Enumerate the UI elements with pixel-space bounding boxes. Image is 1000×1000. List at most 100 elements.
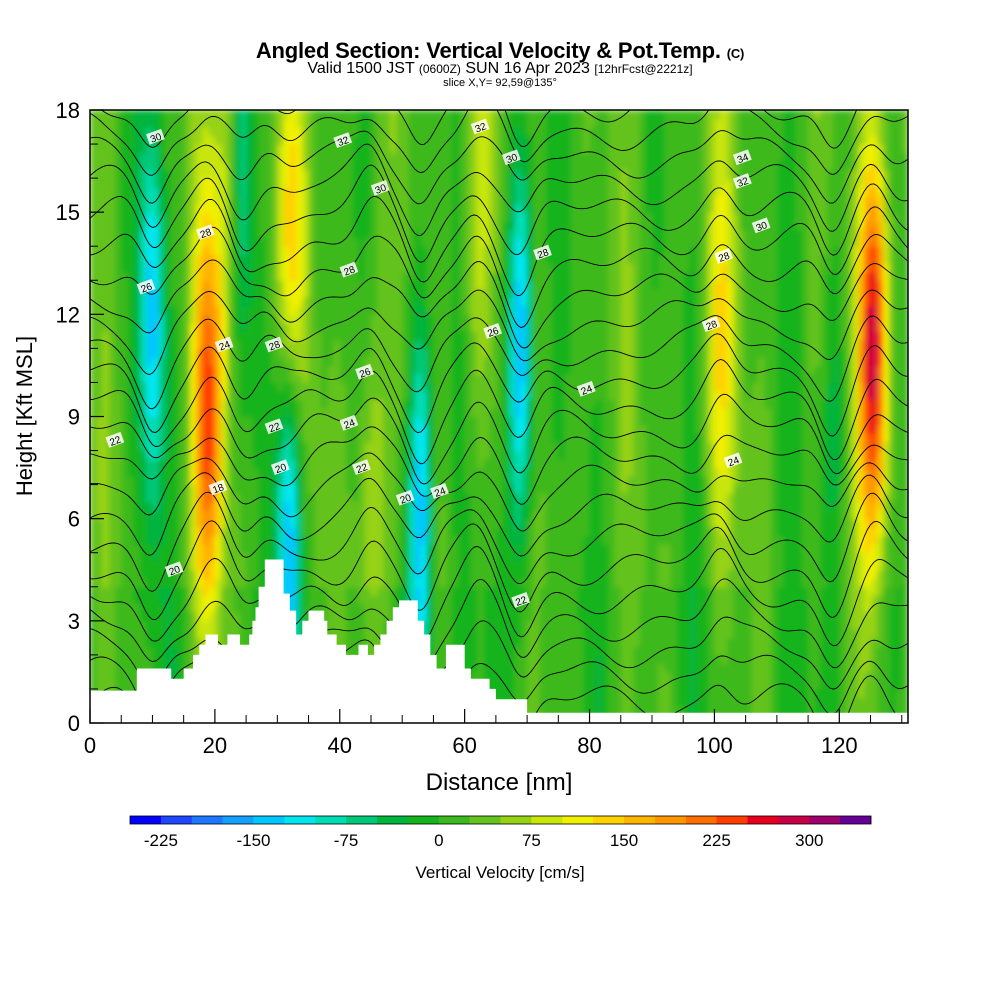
contour-label: 22 — [352, 459, 371, 476]
contour-label-text: 20 — [168, 564, 183, 578]
contour-label-text: 28 — [717, 251, 732, 265]
isentrope — [90, 333, 908, 437]
contour-label: 28 — [533, 244, 552, 261]
contour-label: 30 — [501, 149, 521, 166]
contour-label: 26 — [136, 278, 156, 296]
contour-label: 22 — [511, 592, 531, 609]
contour-label: 30 — [146, 128, 165, 146]
contour-label-text: 26 — [140, 281, 155, 295]
isentrope — [90, 491, 908, 592]
slice-info: slice X,Y= 92,59@135° — [443, 77, 557, 89]
colorbar-swatch — [407, 816, 440, 824]
valid-utc: (0600Z) — [418, 62, 461, 76]
contour-label: 24 — [214, 336, 234, 353]
colorbar-swatch — [377, 816, 409, 824]
y-tick-label: 9 — [68, 405, 80, 430]
contour-label-text: 24 — [433, 486, 448, 500]
contour-label: 18 — [208, 479, 228, 496]
x-axis-label: Distance [nm] — [426, 769, 573, 796]
axes: 0 20 40 60 80 100 120 0 3 6 9 12 15 18 — [56, 98, 903, 758]
contour-label-text: 32 — [474, 121, 489, 135]
colorbar-swatch — [222, 816, 254, 824]
y-axis-label: Height [Kft MSL] — [12, 336, 37, 496]
contour-label-text: 22 — [355, 462, 370, 476]
isentrope — [90, 393, 908, 485]
colorbar-swatch — [809, 816, 841, 824]
colorbar-tick-label: -75 — [334, 831, 359, 850]
x-tick-label: 80 — [577, 733, 601, 758]
contour-label-text: 30 — [505, 152, 520, 166]
contour-label-text: 28 — [536, 247, 551, 261]
y-tick-label: 15 — [56, 200, 80, 225]
x-tick-label: 120 — [821, 733, 858, 758]
contour-label: 26 — [483, 323, 503, 340]
colorbar-tick-label: 300 — [795, 831, 823, 850]
contour-label-text: 24 — [343, 417, 358, 431]
colorbar-swatch — [191, 816, 223, 824]
forecast-tag: [12hrFcst@2221z] — [594, 62, 693, 76]
contour-label: 34 — [732, 149, 752, 166]
isentrope — [90, 452, 908, 532]
y-tick-label: 0 — [68, 711, 80, 736]
colorbar-swatch — [654, 816, 687, 824]
x-tick-label: 40 — [328, 733, 352, 758]
contour-label-text: 24 — [218, 339, 233, 353]
isentrope — [90, 545, 908, 647]
contour-label: 20 — [270, 459, 290, 476]
colorbar-swatch — [716, 816, 748, 824]
colorbar-swatch — [593, 816, 625, 824]
contour-label-text: 28 — [268, 339, 283, 353]
colorbar-swatch — [500, 816, 532, 824]
contour-label: 30 — [370, 179, 390, 197]
x-tick-label: 100 — [696, 733, 733, 758]
colorbar-swatch — [778, 816, 810, 824]
contour-label-text: 22 — [108, 434, 123, 448]
contour-label: 32 — [732, 173, 752, 190]
colorbar-frame — [129, 815, 872, 825]
colorbar-swatch — [160, 816, 193, 824]
colorbar-swatch — [315, 816, 347, 824]
valid-time: Valid 1500 JST — [307, 60, 415, 77]
contour-label-text: 28 — [343, 264, 358, 278]
contour-label: 24 — [430, 483, 449, 500]
contour-label-text: 20 — [399, 492, 414, 506]
contour-label: 26 — [355, 363, 374, 381]
isentrope — [90, 426, 908, 505]
isentrope — [90, 472, 908, 557]
isentrope — [90, 520, 908, 620]
contour-label: 30 — [751, 217, 771, 234]
colorbar-tick-label: -150 — [236, 831, 270, 850]
contour-label-text: 24 — [580, 383, 595, 397]
y-tick-label: 3 — [68, 609, 80, 634]
velocity-field — [90, 110, 908, 723]
contour-label: 22 — [105, 431, 125, 449]
contour-label-text: 28 — [199, 227, 214, 241]
colorbar: -225 -150 -75 0 75 150 225 300 — [129, 815, 872, 850]
colorbar-label: Vertical Velocity [cm/s] — [415, 863, 585, 882]
contour-label-text: 26 — [486, 326, 501, 340]
chart-title-tag: (C) — [726, 46, 745, 61]
y-tick-label: 6 — [68, 507, 80, 532]
colorbar-swatch — [624, 816, 656, 824]
contour-label: 22 — [264, 418, 284, 435]
contour-label-text: 22 — [514, 595, 529, 609]
contour-label: 24 — [339, 414, 359, 432]
contour-label-text: 34 — [736, 152, 751, 166]
contour-label: 28 — [264, 336, 284, 353]
contour-label: 28 — [339, 261, 359, 279]
colorbar-swatch — [284, 816, 316, 824]
y-tick-label: 12 — [56, 302, 80, 327]
contour-label-text: 28 — [705, 319, 720, 333]
colorbar-tick-label: -225 — [144, 831, 178, 850]
isentrope — [90, 259, 908, 349]
x-tick-label: 0 — [84, 733, 96, 758]
colorbar-swatch — [469, 816, 501, 824]
x-tick-label: 60 — [452, 733, 476, 758]
colorbar-swatch — [685, 816, 717, 824]
chart-title: Angled Section: Vertical Velocity & Pot.… — [0, 38, 1000, 64]
contour-label-text: 18 — [211, 482, 226, 496]
colorbar-tick-label: 150 — [610, 831, 638, 850]
colorbar-tick-label: 225 — [702, 831, 730, 850]
contour-label-text: 30 — [755, 220, 770, 234]
